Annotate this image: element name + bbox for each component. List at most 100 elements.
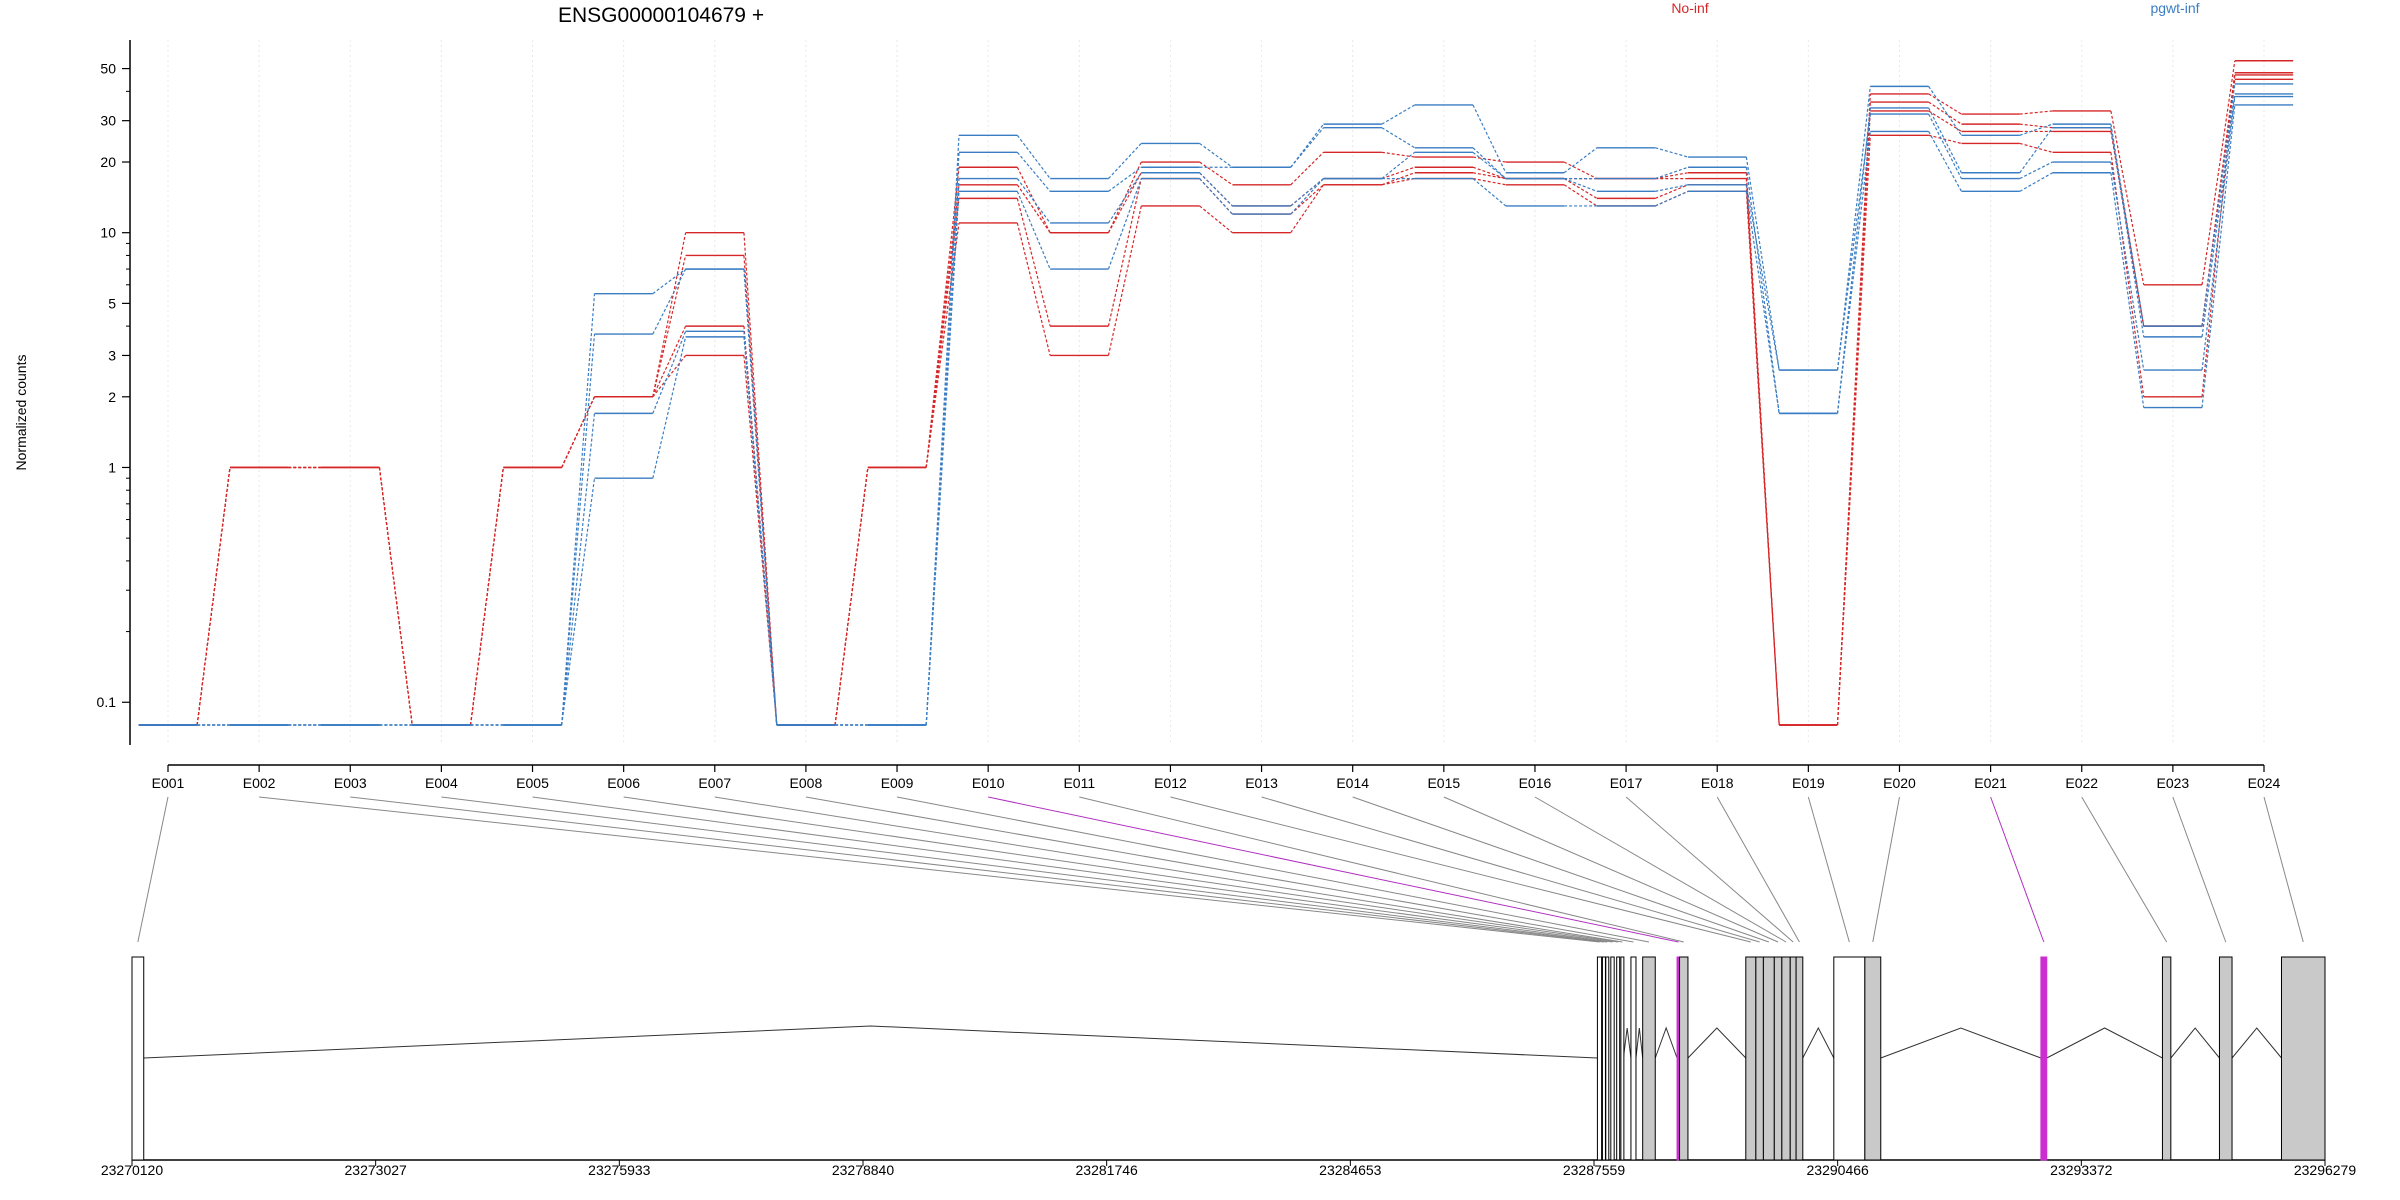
exon-e018	[1795, 956, 1804, 1161]
series-connector	[743, 331, 778, 726]
exon-e003	[1601, 956, 1606, 1161]
series-connector	[378, 467, 413, 726]
x-tick-label: E009	[881, 775, 914, 791]
series-connector	[2110, 152, 2145, 397]
series-connector	[2201, 96, 2236, 371]
connector-e005	[532, 796, 1613, 943]
intron-line	[1802, 1026, 1835, 1059]
x-tick-label: E024	[2248, 775, 2281, 791]
x-tick-label: E023	[2157, 775, 2190, 791]
series-no-inf-1	[138, 78, 2294, 726]
exon-e007	[1620, 956, 1625, 1161]
series-connector	[1199, 161, 1233, 186]
intron-line	[1880, 1027, 2042, 1059]
series-connector	[652, 268, 687, 335]
series-connector	[1107, 172, 1142, 233]
exon-e006	[1616, 956, 1621, 1161]
series-connector	[2019, 127, 2054, 174]
connector-e024	[2263, 796, 2304, 943]
connector-e001	[137, 796, 169, 943]
exon-e012	[1745, 956, 1757, 1161]
series-connector	[1928, 93, 1962, 115]
series-connector	[2201, 60, 2236, 285]
y-tick-label: 50	[100, 61, 116, 77]
x-tick-label: E022	[2065, 775, 2098, 791]
series-connector	[1107, 161, 1142, 233]
y-tick-label: 3	[108, 347, 116, 363]
series-connector	[2201, 104, 2236, 408]
series-connector	[561, 413, 596, 726]
series-connector	[1108, 166, 1142, 192]
series-connector	[1107, 205, 1142, 356]
exon-e004	[1605, 956, 1610, 1161]
x-tick-label: E015	[1427, 775, 1460, 791]
series-connector	[1016, 184, 1051, 234]
series-connector	[1655, 166, 1689, 180]
series-connector	[1655, 147, 1689, 158]
x-tick-label: E016	[1519, 775, 1552, 791]
series-connector	[1290, 123, 1325, 168]
exon-e021	[2040, 956, 2048, 1161]
series-connector	[1472, 177, 1506, 186]
series-connector	[1290, 151, 1324, 186]
series-connector	[652, 331, 687, 414]
series-connector	[561, 478, 596, 726]
series-connector	[1381, 127, 1415, 149]
legend-no-inf: No-inf	[1671, 0, 1708, 16]
connector-e016	[1534, 796, 1787, 943]
series-connector	[1290, 178, 1324, 207]
series-connector	[1199, 178, 1233, 215]
coordinate-label: 23296279	[2294, 1162, 2357, 1178]
connector-e020	[1872, 796, 1900, 943]
connector-e017	[1625, 796, 1794, 943]
series-connector	[469, 467, 504, 726]
series-connector	[1563, 184, 1598, 207]
x-axis: E001 E002 E003 E004 E005 E006 E007 E008 E009 E010…	[152, 764, 2281, 791]
series-connector	[196, 467, 231, 726]
intron-line	[2170, 1027, 2220, 1059]
connector-e012	[1170, 796, 1751, 943]
series-connector	[1199, 172, 1233, 207]
connector-e004	[441, 796, 1608, 943]
x-tick-label: E019	[1792, 775, 1825, 791]
series-connector	[1655, 184, 1689, 199]
legend-pgwt-inf: pgwt-inf	[2150, 0, 2199, 16]
y-tick-label: 20	[100, 154, 116, 170]
grid-lines	[167, 40, 2265, 745]
coordinate-label: 23284653	[1319, 1162, 1382, 1178]
connector-e006	[623, 796, 1619, 943]
series-connector	[925, 167, 960, 468]
x-tick-label: E020	[1883, 775, 1916, 791]
x-tick-label: E007	[698, 775, 731, 791]
series-connector	[834, 467, 869, 726]
series-connector	[1107, 178, 1142, 270]
series-connector	[1836, 93, 1871, 726]
intron-line	[2231, 1027, 2282, 1059]
coordinate-label: 23293372	[2050, 1162, 2113, 1178]
intron-line	[1687, 1027, 1747, 1059]
x-tick-label: E021	[1974, 775, 2007, 791]
gene-model: 23270120 23273027 23275933 23278840 23281746…	[101, 956, 2357, 1178]
series-connector	[1290, 178, 1324, 215]
series-connector	[743, 232, 778, 726]
y-axis: 0.1 1 2 3 5 10 20 30 50	[97, 40, 131, 745]
series-connector	[1745, 167, 1780, 414]
x-tick-label: E010	[972, 775, 1005, 791]
coordinate-label: 23270120	[101, 1162, 164, 1178]
series-connector	[1016, 198, 1051, 327]
series-connector	[2110, 161, 2145, 371]
series-connector	[1745, 156, 1780, 371]
exon-e017	[1789, 956, 1797, 1161]
connector-e008	[805, 796, 1634, 943]
connector-e013	[1261, 796, 1760, 943]
connector-e021	[1990, 796, 2045, 943]
connector-e023	[2172, 796, 2227, 943]
series-connector	[2110, 172, 2145, 408]
exon-e005	[1610, 956, 1615, 1161]
y-tick-label: 5	[108, 295, 116, 311]
series-connector	[1655, 172, 1689, 180]
series-connector	[1928, 110, 1962, 132]
intron-line	[2046, 1027, 2163, 1059]
y-axis-label: Normalized counts	[13, 355, 29, 471]
